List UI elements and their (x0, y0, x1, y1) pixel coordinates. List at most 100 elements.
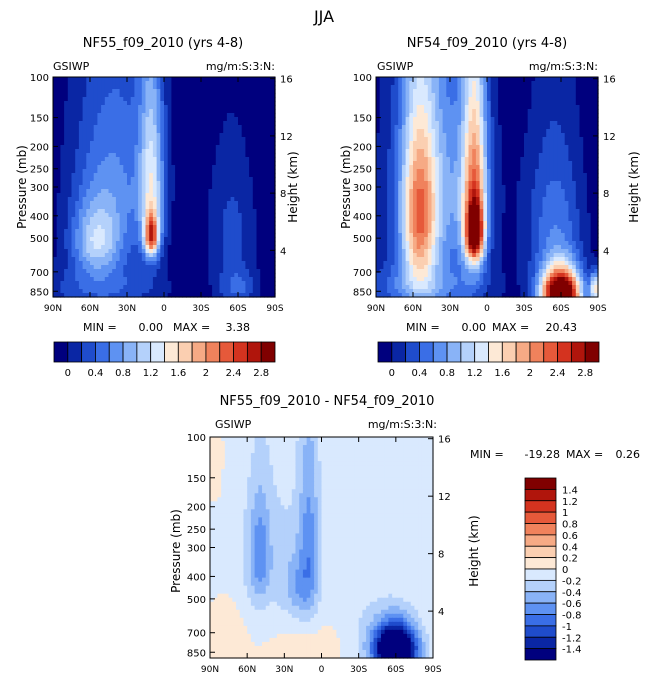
contour-cell (115, 209, 121, 214)
contour-cell (75, 277, 80, 282)
contour-cell (204, 145, 209, 150)
contour-cell (171, 101, 176, 106)
contour-cell (542, 77, 547, 82)
contour-cell (201, 233, 206, 238)
contour-cell (215, 233, 221, 238)
contour-cell (594, 121, 599, 126)
contour-cell (468, 81, 473, 86)
contour-cell (78, 173, 84, 178)
contour-cell (82, 233, 87, 238)
contour-cell (171, 109, 176, 114)
contour-cell (450, 149, 455, 154)
contour-cell (112, 97, 117, 102)
contour-cell (416, 145, 421, 150)
contour-cell (590, 117, 595, 122)
contour-cell (115, 185, 121, 190)
contour-cell (479, 133, 484, 138)
contour-cell (509, 117, 514, 122)
contour-cell (171, 241, 176, 246)
contour-cell (390, 81, 396, 86)
contour-cell (160, 189, 165, 194)
contour-cell (197, 169, 202, 174)
contour-cell (401, 137, 407, 142)
contour-cell (263, 225, 269, 230)
contour-cell (424, 77, 429, 82)
contour-cell (241, 213, 246, 218)
contour-cell (219, 221, 224, 226)
contour-cell (561, 97, 566, 102)
contour-cell (175, 161, 180, 166)
contour-cell (186, 237, 191, 242)
contour-cell (594, 101, 599, 106)
contour-cell (561, 93, 566, 98)
contour-cell (505, 129, 510, 134)
contour-cell (405, 101, 410, 106)
contour-cell (424, 105, 429, 110)
contour-cell (101, 193, 106, 198)
contour-cell (115, 181, 121, 186)
contour-cell (249, 125, 254, 130)
contour-cell (175, 97, 180, 102)
contour-cell (212, 265, 217, 270)
contour-cell (53, 169, 58, 174)
contour-cell (108, 113, 113, 118)
contour-cell (535, 137, 540, 142)
contour-cell (487, 117, 492, 122)
contour-cell (112, 113, 117, 118)
contour-cell (53, 189, 58, 194)
contour-cell (234, 241, 239, 246)
contour-cell (431, 117, 436, 122)
contour-cell (71, 157, 76, 162)
contour-cell (138, 257, 143, 262)
contour-cell (175, 173, 180, 178)
contour-cell (78, 225, 84, 230)
contour-cell (501, 157, 507, 162)
contour-cell (78, 261, 84, 266)
contour-cell (424, 141, 429, 146)
contour-cell (383, 113, 388, 118)
contour-cell (394, 181, 399, 186)
contour-cell (516, 89, 521, 94)
contour-cell (130, 261, 135, 266)
contour-cell (245, 109, 250, 114)
contour-cell (171, 149, 176, 154)
contour-cell (189, 261, 195, 266)
contour-cell (75, 93, 80, 98)
contour-cell (267, 121, 272, 126)
contour-cell (112, 145, 117, 150)
contour-cell (189, 213, 195, 218)
contour-cell (263, 221, 269, 226)
contour-cell (241, 105, 246, 110)
contour-cell (101, 153, 106, 158)
contour-cell (56, 241, 61, 246)
contour-cell (201, 193, 206, 198)
contour-cell (208, 81, 213, 86)
contour-cell (178, 277, 184, 282)
contour-cell (201, 293, 206, 298)
contour-cell (535, 81, 540, 86)
contour-cell (186, 261, 191, 266)
contour-cell (71, 229, 76, 234)
contour-cell (193, 269, 198, 274)
colorbar-swatch (122, 341, 138, 363)
contour-cell (197, 109, 202, 114)
contour-cell (193, 81, 198, 86)
contour-cell (212, 169, 217, 174)
contour-cell (93, 257, 98, 262)
contour-cell (56, 245, 61, 250)
contour-cell (267, 249, 272, 254)
contour-cell (101, 265, 106, 270)
contour-cell (535, 121, 540, 126)
contour-cell (186, 277, 191, 282)
contour-cell (245, 281, 250, 286)
contour-cell (167, 221, 172, 226)
contour-cell (249, 237, 254, 242)
contour-cell (446, 149, 451, 154)
contour-cell (546, 145, 551, 150)
contour-cell (535, 169, 540, 174)
contour-cell (557, 85, 562, 90)
contour-cell (405, 177, 410, 182)
contour-cell (101, 253, 106, 258)
contour-cell (119, 225, 124, 230)
contour-cell (431, 161, 436, 166)
